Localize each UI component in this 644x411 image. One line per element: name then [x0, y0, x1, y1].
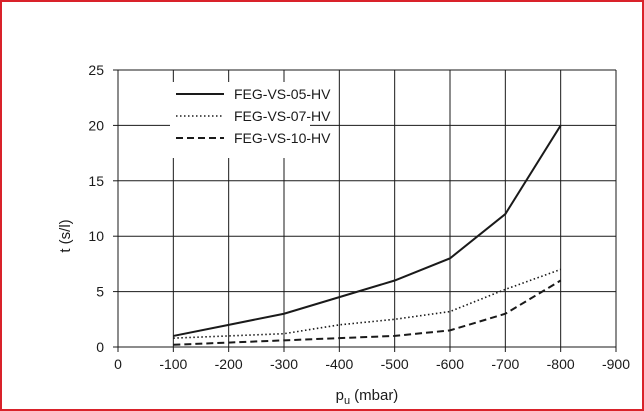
y-tick-label: 15: [88, 173, 104, 189]
legend: FEG-VS-05-HV FEG-VS-07-HV FEG-VS-10-HV: [170, 82, 331, 158]
x-tick-label: -600: [436, 356, 464, 372]
x-tick-label: -700: [491, 356, 519, 372]
x-tick-label: -800: [547, 356, 575, 372]
series-line-feg-vs-10-hv: [173, 279, 562, 346]
series-line-feg-vs-07-hv: [173, 268, 561, 339]
x-tick-label: -300: [270, 356, 298, 372]
legend-label: FEG-VS-10-HV: [234, 130, 331, 146]
legend-label: FEG-VS-07-HV: [234, 108, 331, 124]
series-line-feg-vs-05-hv: [173, 124, 562, 337]
y-tick-labels: 0 5 10 15 20 25: [88, 62, 104, 355]
y-tick-label: 25: [88, 62, 104, 78]
y-axis-title: t (s/l): [57, 219, 74, 252]
x-tick-label: 0: [114, 356, 122, 372]
x-tick-label: -100: [159, 356, 187, 372]
x-tick-labels: 0 -100 -200 -300 -400 -500 -600 -700 -800 -900: [114, 356, 630, 372]
x-tick-label: -900: [602, 356, 630, 372]
x-tick-label: -200: [215, 356, 243, 372]
y-tick-label: 5: [96, 284, 104, 300]
x-axis-title: pu (mbar): [336, 387, 399, 407]
y-tick-label: 20: [88, 117, 104, 133]
grid: [113, 69, 617, 352]
x-axis-title-sub: u: [344, 395, 350, 407]
series-lines: [173, 124, 562, 346]
x-tick-label: -500: [381, 356, 409, 372]
y-tick-label: 0: [96, 339, 104, 355]
x-axis-title-unit: (mbar): [354, 387, 398, 404]
x-axis-title-main: p: [336, 387, 344, 404]
legend-label: FEG-VS-05-HV: [234, 86, 331, 102]
y-tick-label: 10: [88, 228, 104, 244]
x-tick-label: -400: [325, 356, 353, 372]
